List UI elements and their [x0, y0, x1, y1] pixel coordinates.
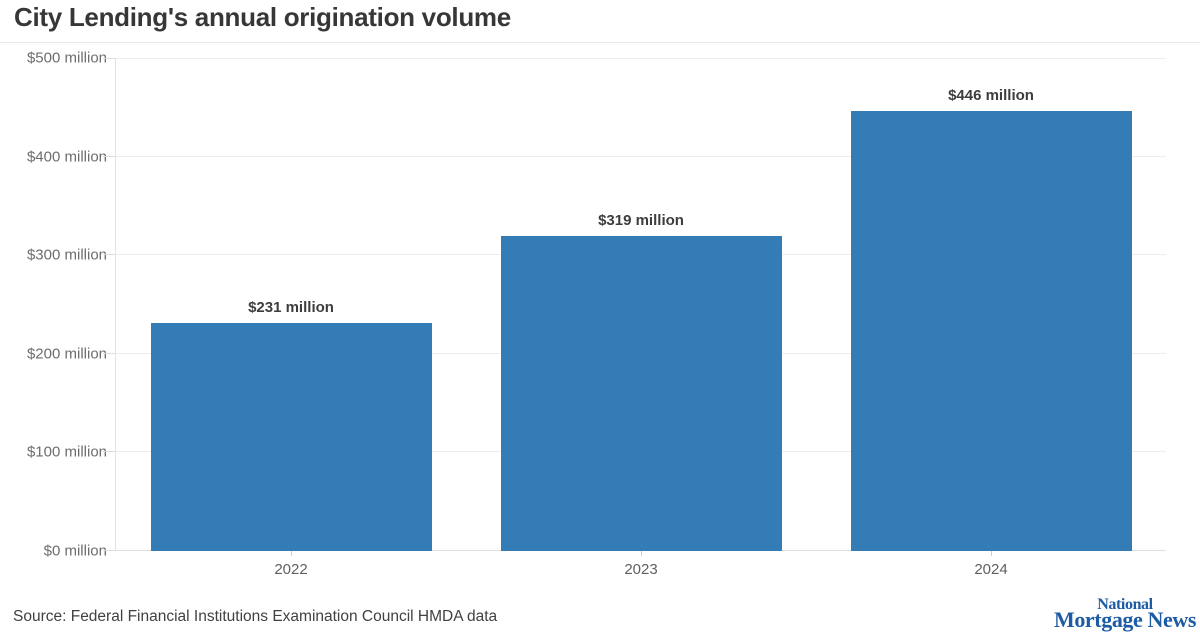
x-tick-label-2023: 2023: [624, 561, 658, 578]
plot-area: $231 million 2022 $319 million 2023 $446 mil…: [103, 58, 1166, 578]
bar-value-label-2022: $231 million: [248, 299, 334, 317]
bar-2024: [850, 111, 1132, 551]
y-axis-tick-200: [103, 352, 115, 354]
y-axis-tick-0: [103, 550, 115, 551]
chart-title: City Lending's annual origination volume: [14, 2, 511, 32]
x-axis-tick-2023: [641, 551, 642, 556]
y-tick-label-0: $0 million: [43, 542, 107, 560]
x-axis-tick-2024: [991, 551, 992, 556]
y-axis-tick-300: [103, 254, 115, 256]
y-axis-tick-100: [103, 451, 115, 453]
y-axis-tick-400: [103, 155, 115, 157]
source-note: Source: Federal Financial Institutions E…: [13, 608, 498, 625]
y-axis-tick-500: [103, 58, 115, 59]
bar-2023: [500, 236, 782, 551]
y-tick-label-300: $300 million: [26, 246, 107, 264]
x-tick-label-2022: 2022: [274, 561, 308, 578]
y-gridline-400: [116, 155, 1166, 157]
y-tick-label-100: $100 million: [26, 443, 107, 461]
bar-2022: [150, 323, 432, 551]
x-tick-label-2024: 2024: [974, 561, 1008, 578]
national-mortgage-news-logo: National Mortgage News: [1053, 595, 1196, 632]
y-tick-label-400: $400 million: [26, 148, 107, 166]
title-divider: [0, 42, 1200, 43]
x-axis-tick-2022: [291, 551, 292, 556]
y-gridline-500: [116, 58, 1166, 59]
bar-value-label-2023: $319 million: [598, 212, 684, 230]
y-tick-label-200: $200 million: [26, 345, 107, 363]
y-axis: $0 million $100 million $200 million $300 m…: [0, 50, 107, 560]
y-tick-label-500: $500 million: [26, 49, 107, 67]
logo-line-national: National: [1097, 595, 1153, 613]
bar-value-label-2024: $446 million: [948, 87, 1034, 105]
logo-line-mortgage-news: Mortgage News: [1053, 607, 1196, 632]
